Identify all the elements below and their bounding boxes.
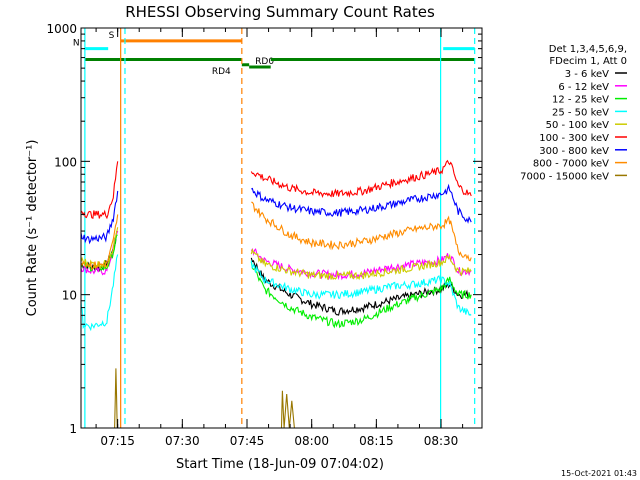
vlines-layer: [84, 28, 476, 428]
series-line-3-1: [250, 260, 472, 316]
chart-title: RHESSI Observing Summary Count Rates: [125, 3, 435, 21]
legend-label-6: 300 - 800 keV: [539, 146, 609, 157]
legend-label-8: 7000 - 15000 keV: [520, 171, 609, 182]
y-tick-label: 1000: [46, 22, 77, 36]
series-line-6-0: [80, 190, 119, 245]
x-tick-label: 08:30: [424, 434, 459, 448]
series-layer: [80, 159, 472, 429]
x-tick-label: 07:15: [100, 434, 135, 448]
y-axis-label: Count Rate (s⁻¹ detector⁻¹): [25, 140, 40, 317]
y-tick-label: 100: [54, 155, 77, 169]
series-line-8-1: [280, 390, 295, 429]
legend-header-1: FDecim 1, Att 0: [549, 56, 627, 67]
flag-label-1: N: [73, 39, 80, 49]
x-tick-label: 08:00: [294, 434, 329, 448]
x-tick-label: 07:30: [165, 434, 200, 448]
y-tick-label: 1: [69, 422, 77, 436]
series-line-5-0: [80, 161, 119, 220]
axes-layer: 1 10 100 1000 07:15 07:30 07:45 08:00 08:15 08:30: [46, 22, 483, 448]
flag-label-0: S: [109, 31, 115, 41]
legend: Det 1,3,4,5,6,9,FDecim 1, Att 0 3 - 6 keV…: [520, 44, 627, 182]
series-line-2-1: [250, 261, 472, 329]
series-line-6-1: [251, 183, 472, 224]
flag-label-4: RD4: [212, 67, 231, 77]
series-line-5-1: [250, 159, 472, 198]
legend-label-1: 6 - 12 keV: [558, 82, 609, 93]
legend-label-5: 100 - 300 keV: [539, 133, 609, 144]
legend-label-2: 12 - 25 keV: [552, 95, 609, 106]
x-axis-label: Start Time (18-Jun-09 07:04:02): [176, 457, 384, 472]
series-line-8-0: [114, 368, 118, 429]
legend-label-0: 3 - 6 keV: [565, 69, 609, 80]
series-line-0-1: [250, 257, 472, 316]
series-line-3-0: [80, 254, 119, 332]
legend-label-3: 25 - 50 keV: [552, 107, 609, 118]
series-line-7-0: [80, 214, 119, 271]
plot-frame: [80, 27, 483, 429]
series-line-4-1: [250, 249, 472, 281]
legend-label-7: 800 - 7000 keV: [533, 159, 609, 170]
flag-label-5: RD0: [255, 57, 274, 67]
legend-header-0: Det 1,3,4,5,6,9,: [549, 44, 627, 55]
timestamp: 15-Oct-2021 01:43: [561, 469, 637, 478]
x-tick-label: 07:45: [230, 434, 265, 448]
x-tick-label: 08:15: [359, 434, 394, 448]
series-line-7-1: [251, 201, 472, 262]
y-tick-label: 10: [62, 289, 77, 303]
legend-label-4: 50 - 100 keV: [546, 120, 610, 131]
